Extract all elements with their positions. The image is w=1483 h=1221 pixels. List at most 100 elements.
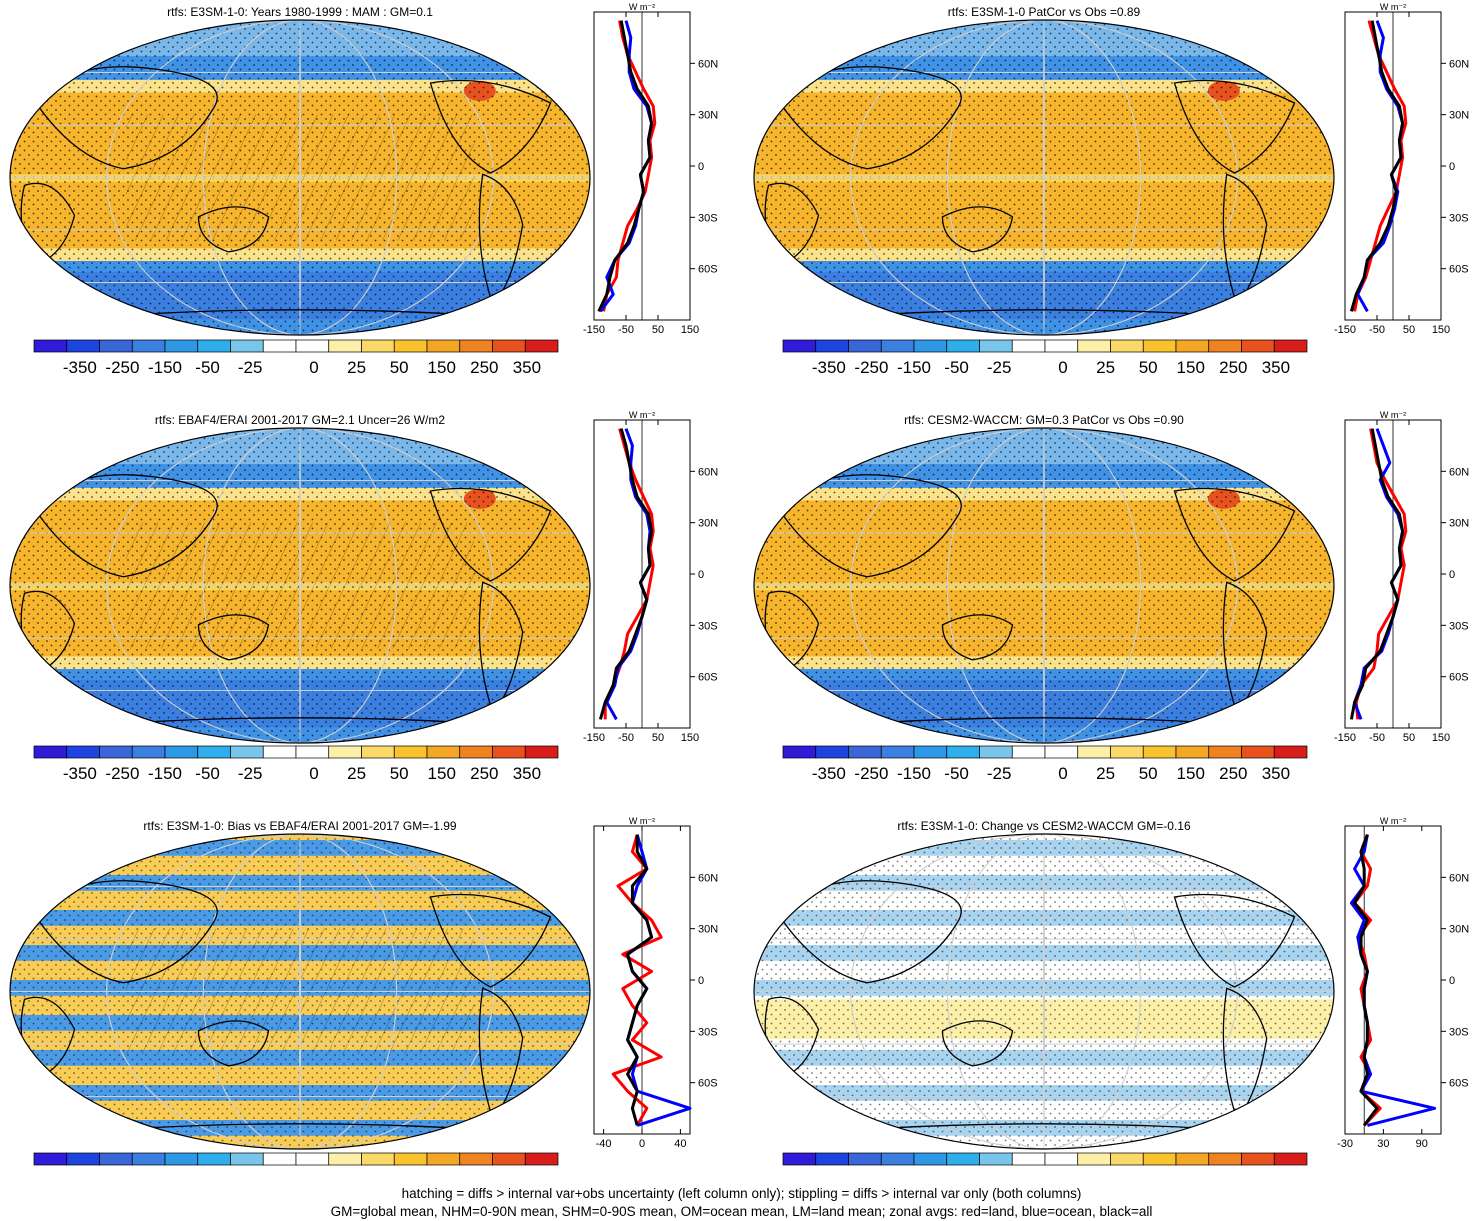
colorbar-swatch xyxy=(1142,339,1177,353)
colorbar-label: 0 xyxy=(1058,358,1067,377)
colorbar-swatch xyxy=(979,1152,1013,1166)
colorbar-swatch xyxy=(262,339,297,353)
map-field xyxy=(754,834,1334,1149)
colorbar-swatch xyxy=(880,745,915,759)
colorbar-swatch xyxy=(426,745,461,759)
colorbar-swatch xyxy=(99,339,133,353)
colorbar-swatch xyxy=(361,745,395,759)
colorbar-swatch xyxy=(99,745,133,759)
colorbar-label: -350 xyxy=(812,358,846,377)
colorbar-swatch xyxy=(1175,339,1210,353)
colorbar-label: -50 xyxy=(944,764,969,783)
colorbar-swatch xyxy=(1273,745,1308,759)
coastline xyxy=(429,893,552,988)
x-tick-label: 90 xyxy=(1416,1138,1428,1150)
colorbar-swatch xyxy=(361,1152,395,1166)
lat-label: 0 xyxy=(698,161,704,173)
colorbar-label: 250 xyxy=(470,358,498,377)
colorbar-label: 50 xyxy=(1139,764,1158,783)
colorbar-label: 0 xyxy=(1058,764,1067,783)
colorbar-swatch xyxy=(1142,1152,1177,1166)
colorbar-swatch xyxy=(262,1152,297,1166)
coastline xyxy=(478,987,524,1120)
lat-label: 60N xyxy=(698,58,718,70)
graticule-lon xyxy=(1043,428,1045,743)
zonal-mean-plot: W m⁻² 60N 30N 0 30S 60S -30 30 90 xyxy=(1337,816,1469,1150)
x-tick-label: -150 xyxy=(1334,324,1356,336)
colorbar-swatch xyxy=(1077,339,1111,353)
unit-label: W m⁻² xyxy=(1380,816,1406,826)
colorbar-swatch xyxy=(66,745,100,759)
colorbar-label: -150 xyxy=(897,764,931,783)
colorbar-label: -250 xyxy=(105,764,139,783)
colorbar-label: 50 xyxy=(1139,358,1158,377)
graticule-lon xyxy=(202,428,398,743)
lat-label: 60N xyxy=(1449,466,1469,478)
colorbar-swatch xyxy=(393,339,428,353)
coastline xyxy=(32,880,218,984)
lat-label: 30N xyxy=(698,518,718,530)
lat-label: 60S xyxy=(1449,264,1469,276)
colorbar-swatch xyxy=(459,339,493,353)
coastline xyxy=(1173,487,1296,582)
colorbar-label: 350 xyxy=(1262,358,1290,377)
colorbar-swatch xyxy=(1011,1152,1046,1166)
lat-label: 30N xyxy=(698,924,718,936)
coastline xyxy=(429,487,552,582)
colorbar-swatch xyxy=(979,745,1013,759)
colorbar-swatch xyxy=(131,1152,166,1166)
colorbar-swatch xyxy=(913,745,948,759)
lat-label: 0 xyxy=(698,975,704,987)
colorbar-swatch xyxy=(782,1152,817,1166)
series-line-all xyxy=(626,834,654,1126)
panel-1: rtfs: E3SM-1-0: Years 1980-1999 : MAM : … xyxy=(9,2,718,377)
panel-title: rtfs: E3SM-1-0 PatCor vs Obs =0.89 xyxy=(948,5,1141,19)
colorbar-swatch xyxy=(164,1152,199,1166)
colorbar-swatch xyxy=(492,1152,526,1166)
unit-label: W m⁻² xyxy=(1380,2,1406,12)
colorbar-label: -250 xyxy=(854,764,888,783)
colorbar-swatch xyxy=(459,1152,493,1166)
colorbar-label: -150 xyxy=(148,764,182,783)
lat-label: 30S xyxy=(698,212,718,224)
series-line-land xyxy=(602,20,657,312)
lat-label: 30N xyxy=(1449,924,1469,936)
lat-label: 30S xyxy=(698,620,718,632)
colorbar-swatch xyxy=(1241,745,1275,759)
colorbar-swatch xyxy=(979,339,1013,353)
unit-label: W m⁻² xyxy=(629,816,655,826)
x-tick-label: 150 xyxy=(681,324,699,336)
lat-label: 0 xyxy=(1449,975,1455,987)
colorbar-swatch xyxy=(426,339,461,353)
lat-label: 60S xyxy=(698,264,718,276)
colorbar-swatch xyxy=(197,339,231,353)
lat-label: 60S xyxy=(1449,1078,1469,1090)
coastline xyxy=(478,173,524,306)
graticule-lon xyxy=(106,834,494,1149)
colorbar-label: 150 xyxy=(428,358,456,377)
colorbar-swatch xyxy=(131,745,166,759)
series-line-all xyxy=(1349,428,1405,720)
colorbar-label: -25 xyxy=(238,358,263,377)
coastline xyxy=(941,206,1014,253)
zonal-mean-plot: W m⁻² 60N 30N 0 30S 60S -150 -50 50 150 xyxy=(1334,410,1469,744)
colorbar-swatch xyxy=(815,339,849,353)
x-tick-label: 150 xyxy=(681,732,699,744)
colorbar-swatch xyxy=(946,745,980,759)
colorbar-swatch xyxy=(1110,339,1144,353)
series-line-land xyxy=(611,834,663,1127)
colorbar-swatch xyxy=(426,1152,461,1166)
lat-label: 30N xyxy=(698,110,718,122)
panel-2: rtfs: E3SM-1-0 PatCor vs Obs =0.89 -350 -2… xyxy=(753,2,1469,377)
colorbar-swatch xyxy=(880,1152,915,1166)
colorbar-swatch xyxy=(295,745,330,759)
colorbar-label: -25 xyxy=(238,764,263,783)
colorbar-swatch xyxy=(913,339,948,353)
panel-title: rtfs: E3SM-1-0: Change vs CESM2-WACCM GM… xyxy=(897,819,1191,833)
colorbar-swatch xyxy=(230,1152,264,1166)
map-border xyxy=(9,19,591,336)
colorbar-label: 350 xyxy=(513,764,541,783)
colorbar-swatch xyxy=(1175,745,1210,759)
colorbar-swatch xyxy=(782,745,817,759)
colorbar-label: -350 xyxy=(812,764,846,783)
